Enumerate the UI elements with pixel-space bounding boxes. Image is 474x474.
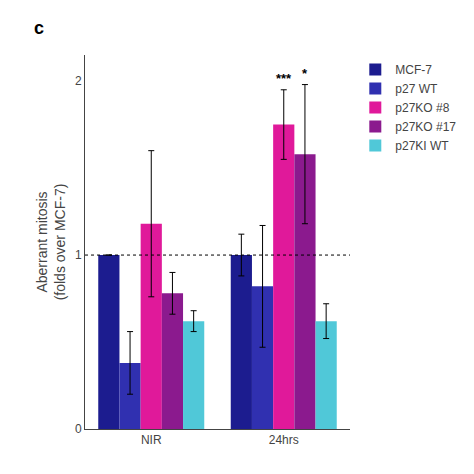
svg-text:1: 1 [75,248,82,262]
svg-text:2: 2 [75,74,82,88]
svg-text:c: c [34,18,44,38]
svg-text:p27KO #8: p27KO #8 [395,101,449,115]
svg-text:p27 WT: p27 WT [395,82,438,96]
svg-text:NIR: NIR [141,433,162,447]
svg-text:0: 0 [75,422,82,436]
svg-text:Aberrant mitosis(folds over MC: Aberrant mitosis(folds over MCF-7) [34,184,68,301]
svg-text:MCF-7: MCF-7 [395,63,432,77]
svg-text:p27KO #17: p27KO #17 [395,120,456,134]
svg-text:***: *** [276,71,292,86]
svg-text:24hrs: 24hrs [269,433,299,447]
svg-text:p27KI WT: p27KI WT [395,139,449,153]
svg-text:*: * [302,66,308,81]
